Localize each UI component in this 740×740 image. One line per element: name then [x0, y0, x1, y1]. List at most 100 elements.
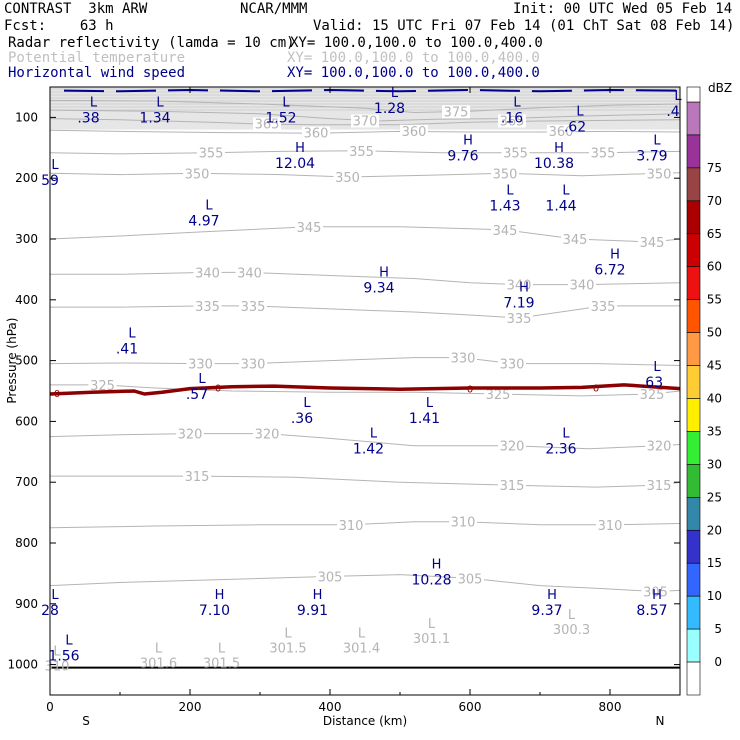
freezing-line-label: 0	[467, 385, 473, 396]
theta-label: 360	[549, 125, 574, 140]
colorbar-level: 15	[707, 556, 722, 570]
theta-label: 340	[237, 266, 262, 281]
theta-label: 315	[185, 470, 210, 485]
wind-extremum-value: 8.57	[636, 603, 667, 619]
field-legend-theta-xy: XY= 100.0,100.0 to 100.0,400.0	[287, 50, 540, 66]
wind-extremum-value: 9.34	[363, 281, 394, 297]
wind-extremum-marker: L	[282, 95, 290, 110]
colorbar-box	[686, 266, 701, 300]
wind-extremum-value: 7.19	[503, 296, 534, 312]
surface-theta-marker: L	[568, 608, 576, 623]
surface-theta-value: 301.5	[203, 657, 240, 672]
north-label: N	[656, 714, 665, 728]
theta-contour-345	[49, 226, 681, 243]
wind-extremum-value: 1.56	[48, 648, 79, 664]
theta-label: 355	[199, 147, 224, 162]
theta-label-bg	[638, 388, 666, 402]
wind-extremum-marker: L	[51, 588, 59, 603]
theta-label: 345	[493, 224, 518, 239]
theta-label: 335	[507, 312, 532, 327]
colorbar-box	[686, 233, 701, 268]
surface-theta-marker: L	[284, 626, 292, 641]
theta-label: 355	[349, 145, 374, 160]
wind-extremum-marker: L	[65, 633, 73, 648]
wind-extremum-marker: L	[653, 134, 661, 149]
theta-contour-315	[50, 475, 681, 488]
colorbar-level: 75	[707, 161, 722, 175]
y-tick-label: 500	[15, 354, 38, 368]
wind-top-contour	[63, 88, 681, 93]
x-tick-label: 200	[179, 700, 202, 714]
wind-extremum-marker: L	[370, 427, 378, 442]
theta-label-bg	[645, 439, 673, 453]
theta-label: 330	[188, 358, 213, 373]
colorbar-level: 30	[707, 457, 722, 471]
theta-label-bg	[400, 124, 428, 138]
wind-extremum-value: .41	[116, 341, 138, 357]
colorbar-box	[686, 529, 701, 564]
theta-label-bg	[295, 220, 323, 234]
theta-label: 375	[444, 105, 469, 120]
surface-theta-value: 301.6	[140, 657, 177, 672]
theta-label: 335	[195, 300, 220, 315]
colorbar-level: 55	[707, 293, 722, 307]
theta-label-bg	[442, 105, 470, 119]
theta-label-bg	[645, 479, 673, 493]
surface-theta-value: 301.1	[413, 632, 450, 647]
theta-label-bg	[253, 117, 281, 131]
wind-extremum-value: 1.41	[409, 411, 440, 427]
theta-label-bg	[253, 427, 281, 441]
x-tick-label: 400	[319, 700, 342, 714]
wind-extremum-marker: L	[513, 95, 521, 110]
wind-extremum-value: .38	[77, 110, 99, 126]
surface-theta-value: 301.5	[269, 641, 306, 656]
theta-contour-320	[49, 433, 681, 450]
y-tick-label: 200	[15, 171, 38, 185]
colorbar-box	[686, 464, 701, 498]
theta-label-bg	[193, 299, 222, 313]
freezing-line	[49, 383, 681, 396]
theta-label-bg	[351, 114, 379, 128]
theta-label: 350	[185, 167, 210, 182]
freezing-line-label: 0	[54, 389, 60, 400]
theta-label-bg	[88, 378, 117, 392]
theta-contour-330	[49, 357, 681, 366]
wind-extremum-value: 9.91	[297, 603, 328, 619]
surface-theta-value: 300.3	[553, 623, 590, 638]
colorbar-level: 5	[714, 622, 722, 636]
colorbar-unit: dBZ	[708, 81, 732, 95]
colorbar-box	[686, 365, 701, 399]
wind-extremum-marker: H	[519, 281, 529, 296]
theta-label-bg	[505, 278, 533, 292]
theta-label: 310	[451, 516, 476, 531]
theta-label-bg	[484, 388, 512, 402]
x-axis-title: Distance (km)	[323, 714, 407, 728]
field-legend-reflectivity: Radar reflectivity (lamda = 10 cm)	[8, 35, 295, 51]
y-tick-label: 900	[15, 597, 38, 611]
field-legend-wind: Horizontal wind speed	[8, 65, 186, 81]
theta-contour-305	[49, 574, 681, 593]
theta-label: 360	[402, 125, 427, 140]
colorbar-top	[686, 86, 701, 103]
wind-extremum-marker: L	[674, 89, 682, 104]
y-tick-label: 400	[15, 293, 38, 307]
freezing-line-label: 0	[215, 383, 221, 394]
wind-extremum-value: .62	[564, 119, 586, 135]
surface-theta-marker: L	[218, 642, 226, 657]
colorbar-box	[686, 200, 701, 235]
wind-extremum-marker: L	[90, 95, 98, 110]
theta-label-bg	[638, 236, 666, 250]
theta-label: 310	[339, 519, 364, 534]
colorbar-box	[686, 661, 701, 696]
colorbar-box	[686, 299, 701, 333]
y-tick-label: 300	[15, 232, 38, 246]
surface-theta-value: 310	[45, 660, 70, 675]
wind-extremum-marker: H	[432, 557, 442, 572]
colorbar-level: 65	[707, 227, 722, 241]
theta-label: 315	[647, 479, 672, 494]
colorbar-box	[686, 431, 701, 465]
wind-extremum-marker: H	[379, 266, 389, 281]
field-legend-wind-xy: XY= 100.0,100.0 to 100.0,400.0	[287, 65, 540, 81]
theta-label-bg	[193, 266, 222, 280]
